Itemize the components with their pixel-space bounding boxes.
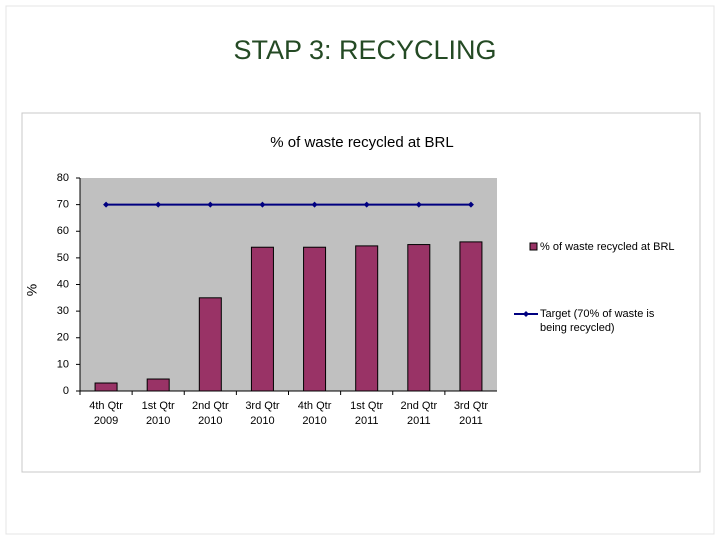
y-tick-label: 60	[57, 225, 69, 237]
x-tick-label: 4th Qtr 2010	[298, 400, 332, 427]
line-marker	[415, 201, 422, 208]
x-tick-label: 1st Qtr 2011	[350, 400, 383, 427]
line-marker	[155, 201, 162, 208]
bar	[94, 382, 118, 392]
bar	[355, 245, 379, 392]
y-tick-label: 30	[57, 305, 69, 317]
bar	[303, 246, 327, 392]
line-marker	[259, 201, 266, 208]
y-tick-label: 80	[57, 172, 69, 184]
bar	[198, 297, 222, 392]
slide-title: STAP 3: RECYCLING	[233, 35, 496, 65]
y-tick-label: 0	[63, 385, 69, 397]
x-tick-label: 2nd Qtr 2011	[400, 400, 437, 427]
x-tick-label: 3rd Qtr 2010	[245, 400, 280, 427]
x-tick-label: 4th Qtr 2009	[89, 400, 123, 427]
x-tick-label: 2nd Qtr 2010	[192, 400, 229, 427]
legend-marker	[523, 311, 529, 317]
legend-swatch	[529, 242, 538, 251]
line-marker	[363, 201, 370, 208]
bar	[459, 241, 483, 392]
slide-frame	[5, 5, 715, 535]
x-tick-label: 3rd Qtr 2011	[454, 400, 489, 427]
y-tick-label: 50	[57, 252, 69, 264]
y-tick-label: 20	[57, 332, 69, 344]
y-tick-label: 10	[57, 358, 69, 370]
bar	[146, 378, 170, 392]
line-marker	[207, 201, 214, 208]
legend-label: Target (70% of waste is being recycled)	[540, 308, 655, 334]
line-marker	[103, 201, 110, 208]
legend-label: % of waste recycled at BRL	[540, 241, 675, 253]
bar	[250, 246, 274, 392]
y-tick-label: 70	[57, 199, 69, 211]
y-axis-label: %	[24, 284, 40, 296]
y-tick-label: 40	[57, 278, 69, 290]
x-tick-label: 1st Qtr 2010	[142, 400, 175, 427]
plot-area	[80, 178, 497, 391]
line-marker	[467, 201, 474, 208]
bar	[407, 244, 431, 392]
chart-title: % of waste recycled at BRL	[270, 134, 453, 151]
line-marker	[311, 201, 318, 208]
